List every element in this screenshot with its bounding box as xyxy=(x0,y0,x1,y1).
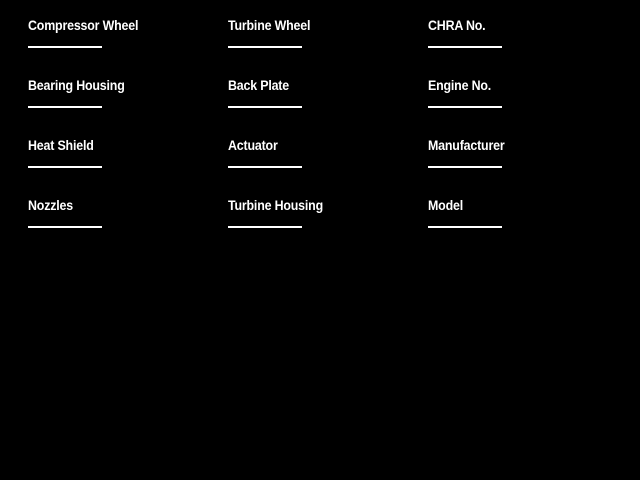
field-chra-no[interactable]: CHRA No. xyxy=(428,18,618,68)
field-bearing-housing[interactable]: Bearing Housing xyxy=(28,78,218,128)
field-model[interactable]: Model xyxy=(428,198,618,248)
field-compressor-wheel[interactable]: Compressor Wheel xyxy=(28,18,218,68)
field-label: Actuator xyxy=(228,138,278,153)
field-heat-shield[interactable]: Heat Shield xyxy=(28,138,218,188)
field-turbine-housing[interactable]: Turbine Housing xyxy=(228,198,418,248)
field-label: Turbine Housing xyxy=(228,198,323,213)
field-underline-rule xyxy=(228,46,302,48)
field-back-plate[interactable]: Back Plate xyxy=(228,78,418,128)
field-underline-rule xyxy=(28,46,102,48)
field-label: Nozzles xyxy=(28,198,73,213)
field-label: Model xyxy=(428,198,463,213)
field-underline-rule xyxy=(28,226,102,228)
field-engine-no[interactable]: Engine No. xyxy=(428,78,618,128)
field-underline-rule xyxy=(228,166,302,168)
field-label: CHRA No. xyxy=(428,18,486,33)
field-label: Compressor Wheel xyxy=(28,18,139,33)
field-label: Turbine Wheel xyxy=(228,18,311,33)
field-actuator[interactable]: Actuator xyxy=(228,138,418,188)
field-label: Back Plate xyxy=(228,78,289,93)
field-manufacturer[interactable]: Manufacturer xyxy=(428,138,618,188)
field-underline-rule xyxy=(428,46,502,48)
field-grid: Compressor Wheel Turbine Wheel CHRA No. … xyxy=(28,18,618,228)
field-nozzles[interactable]: Nozzles xyxy=(28,198,218,248)
field-label: Manufacturer xyxy=(428,138,505,153)
field-underline-rule xyxy=(228,226,302,228)
field-label: Engine No. xyxy=(428,78,492,93)
field-label: Bearing Housing xyxy=(28,78,125,93)
empty-lower-area xyxy=(0,240,640,480)
field-underline-rule xyxy=(228,106,302,108)
field-label: Heat Shield xyxy=(28,138,94,153)
field-underline-rule xyxy=(428,106,502,108)
field-turbine-wheel[interactable]: Turbine Wheel xyxy=(228,18,418,68)
field-underline-rule xyxy=(28,106,102,108)
field-underline-rule xyxy=(28,166,102,168)
field-underline-rule xyxy=(428,166,502,168)
field-underline-rule xyxy=(428,226,502,228)
